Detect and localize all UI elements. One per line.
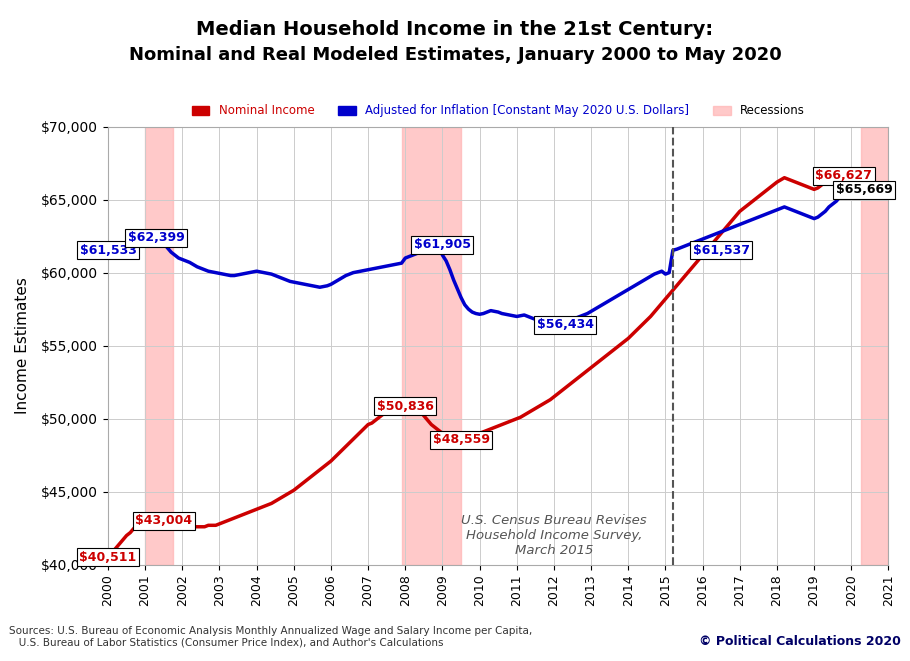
Legend: Nominal Income, Adjusted for Inflation [Constant May 2020 U.S. Dollars], Recessi: Nominal Income, Adjusted for Inflation […	[187, 100, 810, 122]
Text: $61,537: $61,537	[693, 244, 750, 256]
Bar	[401, 127, 461, 564]
Text: $56,434: $56,434	[537, 318, 593, 331]
Text: $61,533: $61,533	[79, 244, 136, 256]
Text: $40,511: $40,511	[79, 551, 136, 564]
Text: Nominal and Real Modeled Estimates, January 2000 to May 2020: Nominal and Real Modeled Estimates, Janu…	[128, 46, 782, 64]
Text: $65,669: $65,669	[836, 183, 893, 196]
Text: $66,627: $66,627	[815, 169, 873, 182]
Text: Sources: U.S. Bureau of Economic Analysis Monthly Annualized Wage and Salary Inc: Sources: U.S. Bureau of Economic Analysi…	[9, 626, 532, 648]
Text: $62,399: $62,399	[128, 231, 185, 244]
Text: $48,559: $48,559	[432, 433, 490, 446]
Text: $50,836: $50,836	[377, 400, 434, 413]
Text: $43,004: $43,004	[136, 514, 192, 527]
Text: $61,905: $61,905	[414, 239, 471, 251]
Text: Median Household Income in the 21st Century:: Median Household Income in the 21st Cent…	[197, 20, 713, 39]
Bar	[145, 127, 173, 564]
Text: U.S. Census Bureau Revises
Household Income Survey,
March 2015: U.S. Census Bureau Revises Household Inc…	[461, 514, 647, 557]
Y-axis label: Income Estimates: Income Estimates	[15, 277, 30, 414]
Text: © Political Calculations 2020: © Political Calculations 2020	[699, 635, 901, 648]
Bar	[861, 127, 888, 564]
